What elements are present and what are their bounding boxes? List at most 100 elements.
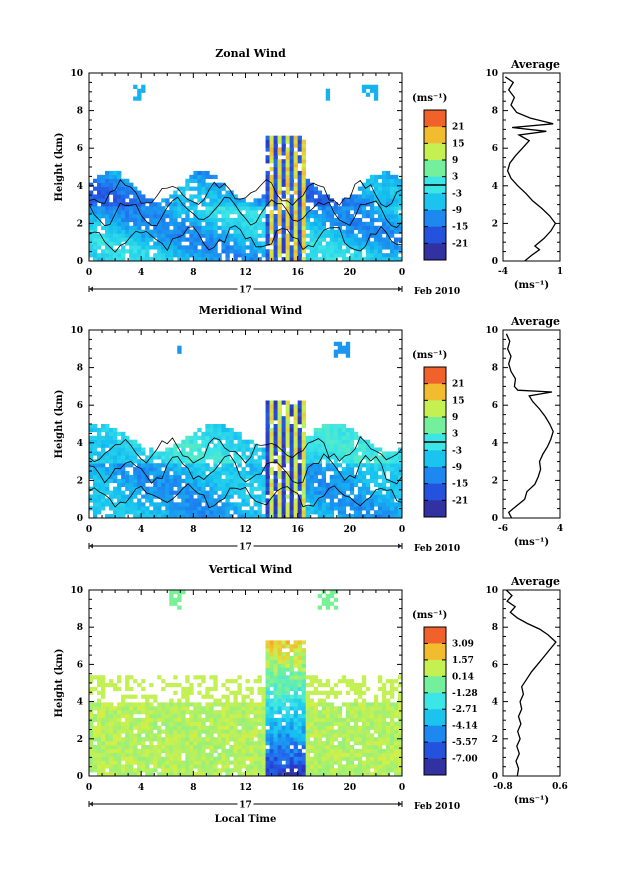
colorbar-tick-label: 3 — [452, 430, 458, 440]
average-frame — [502, 589, 561, 777]
colorbar-segment — [424, 226, 446, 244]
x-tick-label: 8 — [190, 268, 196, 278]
colorbar-segment — [424, 126, 446, 144]
colorbar-segment — [424, 243, 446, 261]
colorbar-tick-label: 3 — [452, 173, 458, 183]
panel-title: Meridional Wind — [199, 304, 303, 317]
panel-title: Vertical Wind — [208, 563, 293, 576]
colorbar-segment — [424, 643, 446, 661]
colorbar-tick-label: 21 — [452, 380, 465, 390]
panel-title: Zonal Wind — [215, 47, 286, 60]
colorbar-tick-label: -7.00 — [452, 755, 478, 765]
x-tick-label: 12 — [239, 525, 252, 535]
x-tick-label: 0 — [399, 525, 405, 535]
average-panel: 0 2 4 6 8 10 -6 4 Average (ms⁻¹) — [485, 315, 563, 548]
colorbar-segment — [424, 383, 446, 401]
average-title: Average — [510, 575, 560, 588]
average-unit: (ms⁻¹) — [514, 795, 549, 806]
x-tick-label: 20 — [344, 268, 357, 278]
y-tick-label: 10 — [70, 69, 83, 79]
colorbar-tick-label: -15 — [452, 480, 468, 490]
average-title: Average — [510, 58, 560, 71]
date-label: 17 — [239, 801, 252, 811]
colorbar-tick-label: 9 — [452, 413, 458, 423]
colorbar-tick-label: -21 — [452, 239, 468, 249]
colorbar-segment — [424, 110, 446, 128]
average-x-tick-label: -4 — [498, 267, 508, 277]
colorbar-tick-label: -5.57 — [452, 738, 478, 748]
colorbar-tick-label: 9 — [452, 156, 458, 166]
heatmap-field — [89, 590, 403, 777]
average-x-tick-label: -0.8 — [493, 782, 512, 792]
date-suffix: Feb 2010 — [414, 544, 460, 554]
x-tick-label: 16 — [291, 783, 304, 793]
y-tick-label: 8 — [77, 364, 83, 374]
average-y-tick-label: 2 — [492, 219, 498, 229]
x-tick-label: 4 — [138, 783, 144, 793]
y-tick-label: 6 — [77, 660, 83, 670]
average-y-tick-label: 6 — [492, 144, 498, 154]
average-y-tick-label: 6 — [492, 401, 498, 411]
y-tick-label: 2 — [77, 735, 83, 745]
x-tick-label: 4 — [138, 268, 144, 278]
date-suffix: Feb 2010 — [414, 287, 460, 297]
average-y-tick-label: 10 — [485, 326, 498, 336]
colorbar-segment — [424, 367, 446, 385]
y-tick-label: 6 — [77, 401, 83, 411]
colorbar-segment — [424, 483, 446, 501]
average-y-tick-label: 4 — [492, 698, 498, 708]
colorbar-tick-label: -3 — [452, 446, 462, 456]
colorbar-tick-label: -3 — [452, 189, 462, 199]
average-y-tick-label: 2 — [492, 476, 498, 486]
average-frame — [502, 72, 561, 262]
x-tick-label: 0 — [86, 268, 92, 278]
colorbar-segment — [424, 143, 446, 161]
colorbar-segment — [424, 709, 446, 727]
x-tick-label: 8 — [190, 783, 196, 793]
y-tick-label: 2 — [77, 219, 83, 229]
colorbar-tick-label: 15 — [452, 139, 465, 149]
average-y-tick-label: 6 — [492, 660, 498, 670]
average-x-tick-label: 4 — [557, 524, 563, 534]
average-y-tick-label: 4 — [492, 439, 498, 449]
average-x-tick-label: 0.6 — [552, 782, 568, 792]
y-axis-label: Height (km) — [54, 390, 65, 459]
x-tick-label: 0 — [86, 783, 92, 793]
x-tick-label: 20 — [344, 783, 357, 793]
colorbar-segment — [424, 676, 446, 694]
y-tick-label: 4 — [77, 182, 83, 192]
colorbar-segment — [424, 627, 446, 644]
average-x-tick-label: -6 — [498, 524, 508, 534]
x-tick-label: 20 — [344, 525, 357, 535]
average-y-tick-label: 10 — [485, 586, 498, 596]
y-tick-label: 8 — [77, 107, 83, 117]
colorbar-unit: (ms⁻¹) — [412, 93, 447, 104]
colorbar-unit: (ms⁻¹) — [412, 350, 447, 361]
colorbar-tick-label: 0.14 — [452, 672, 474, 682]
x-tick-label: 12 — [239, 783, 252, 793]
average-unit: (ms⁻¹) — [514, 537, 549, 548]
x-tick-label: 0 — [399, 783, 405, 793]
colorbar-tick-label: -9 — [452, 206, 462, 216]
colorbar-segment — [424, 400, 446, 418]
colorbar-segment — [424, 193, 446, 211]
colorbar-unit: (ms⁻¹) — [412, 610, 447, 621]
colorbar-tick-label: -2.71 — [452, 705, 478, 715]
y-tick-label: 0 — [77, 257, 83, 267]
y-tick-label: 4 — [77, 439, 83, 449]
average-y-tick-label: 0 — [492, 514, 498, 524]
average-y-tick-label: 8 — [492, 364, 498, 374]
y-tick-label: 2 — [77, 476, 83, 486]
x-tick-label: 16 — [291, 268, 304, 278]
average-y-tick-label: 0 — [492, 257, 498, 267]
average-panel: 0 2 4 6 8 10 -0.8 0.6 Average (ms⁻¹) — [485, 575, 567, 806]
x-tick-label: 12 — [239, 268, 252, 278]
colorbar-tick-label: -4.14 — [452, 722, 478, 732]
date-label: 17 — [239, 286, 252, 296]
y-tick-label: 10 — [70, 586, 83, 596]
colorbar-segment — [424, 467, 446, 485]
average-y-tick-label: 8 — [492, 623, 498, 633]
